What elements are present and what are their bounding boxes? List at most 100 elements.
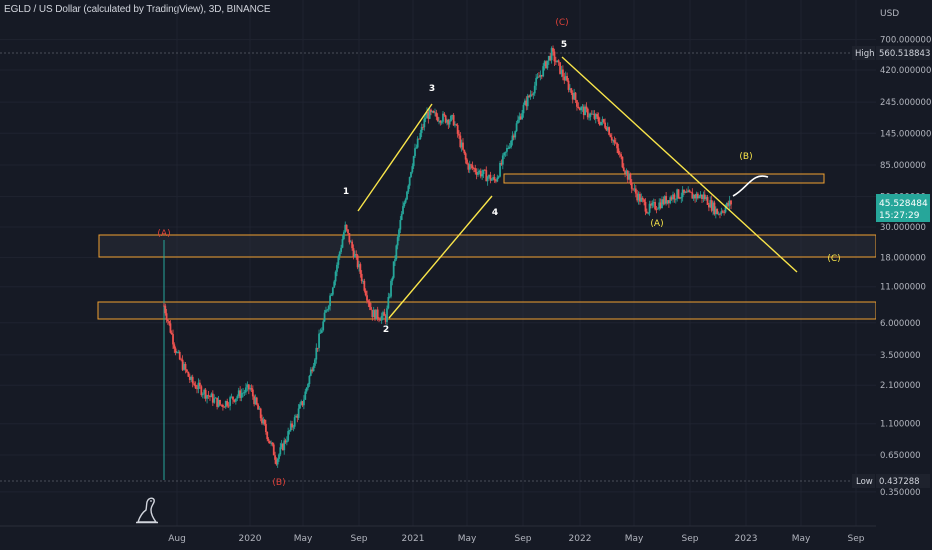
candle-body xyxy=(546,60,549,69)
candle-body xyxy=(576,100,578,107)
candle-body xyxy=(366,295,368,301)
candle-body xyxy=(219,399,221,405)
price-tick-label: 0.650000 xyxy=(880,451,921,461)
candle-body xyxy=(519,116,522,120)
candle-body xyxy=(637,193,640,201)
candle-body xyxy=(400,213,403,221)
wave-label-5: 5 xyxy=(561,40,567,50)
candle-body xyxy=(232,396,234,400)
candle-body xyxy=(442,113,444,122)
wave-label-b-yellow: (B) xyxy=(739,152,752,162)
high-label-box xyxy=(852,46,875,60)
candle-body xyxy=(539,74,542,78)
candle-body xyxy=(250,388,253,390)
candle-body xyxy=(237,390,240,397)
candle-body xyxy=(488,174,490,178)
zone-lower[interactable] xyxy=(97,301,877,320)
candle-body xyxy=(547,55,550,61)
candle-body xyxy=(724,207,727,213)
candle-body xyxy=(725,202,728,208)
candle-body xyxy=(419,132,422,139)
candle-body xyxy=(247,384,250,390)
candle-body xyxy=(680,197,683,199)
candle-body xyxy=(287,431,290,441)
candle-body xyxy=(318,333,320,348)
candle-body xyxy=(414,148,416,157)
candle-body xyxy=(336,264,338,272)
candle-body xyxy=(295,415,297,418)
candle-body xyxy=(296,415,299,418)
candle-body xyxy=(223,406,226,408)
candle-body xyxy=(450,115,452,122)
price-scale[interactable]: USD 700.000000 420.000000 245.000000 145.00… xyxy=(852,0,932,550)
candle-body xyxy=(511,135,514,141)
candle-body xyxy=(322,321,325,331)
candle-body xyxy=(382,312,384,316)
candle-body xyxy=(446,119,448,123)
low-label: Low xyxy=(856,477,873,487)
candle-body xyxy=(292,426,295,428)
time-scale[interactable]: Aug 2020 May Sep 2021 May Sep 2022 May Sep 2023 May… xyxy=(0,525,876,544)
candle-body xyxy=(659,202,662,208)
candle-body xyxy=(430,109,432,113)
candle-body xyxy=(684,191,687,193)
candle-body xyxy=(691,192,694,199)
candle-body xyxy=(384,315,387,322)
candle-body xyxy=(459,135,462,148)
projection-curve[interactable] xyxy=(732,175,769,197)
price-tick-label: 18.000000 xyxy=(880,253,926,263)
candle-body xyxy=(613,140,616,143)
candle-body xyxy=(349,241,352,243)
candle-body xyxy=(443,113,446,116)
candle-body xyxy=(458,133,460,136)
candle-body xyxy=(262,419,265,424)
candle-body xyxy=(580,107,583,111)
candle-body xyxy=(207,395,210,397)
candle-body xyxy=(304,391,307,400)
candle-body xyxy=(478,170,481,173)
candle-body xyxy=(645,211,648,214)
candle-body xyxy=(164,305,167,314)
tradingview-logo-icon[interactable] xyxy=(136,497,158,524)
candle-body xyxy=(483,169,486,171)
candle-body xyxy=(266,431,269,440)
candle-body xyxy=(490,179,493,181)
candle-body xyxy=(493,177,496,181)
wave-label-4: 4 xyxy=(492,208,498,218)
candle-body xyxy=(259,408,262,419)
candle-body xyxy=(345,224,348,230)
candle-body xyxy=(666,200,669,204)
candle-body xyxy=(245,387,247,393)
trendline-down[interactable] xyxy=(561,56,798,273)
candle-body xyxy=(270,442,273,444)
candles[interactable] xyxy=(163,45,732,468)
candle-body xyxy=(517,119,519,124)
price-tick-label: 2.100000 xyxy=(880,381,921,391)
candle-body xyxy=(690,191,692,193)
candle-body xyxy=(658,202,661,209)
candle-body xyxy=(308,375,311,385)
candle-body xyxy=(518,116,521,120)
candle-body xyxy=(709,200,712,208)
time-tick-label: May xyxy=(625,534,644,544)
zone-resistance[interactable] xyxy=(503,173,825,184)
candle-body xyxy=(272,444,275,456)
candle-body xyxy=(440,121,443,123)
candle-body xyxy=(444,115,447,123)
price-tick-label: 30.000000 xyxy=(880,223,926,233)
candle-body xyxy=(348,233,351,243)
candle-body xyxy=(360,273,363,281)
trendline-wave-4[interactable] xyxy=(388,195,493,319)
wave-label-b-red: (B) xyxy=(272,478,285,488)
candle-body xyxy=(589,113,592,117)
candle-body xyxy=(489,174,492,181)
candle-body xyxy=(342,232,345,240)
trendline-wave-3[interactable] xyxy=(357,103,433,212)
candle-body xyxy=(557,60,560,63)
candle-body xyxy=(540,74,543,77)
candle-body xyxy=(170,332,173,335)
candle-body xyxy=(571,93,574,100)
candle-body xyxy=(374,310,376,320)
